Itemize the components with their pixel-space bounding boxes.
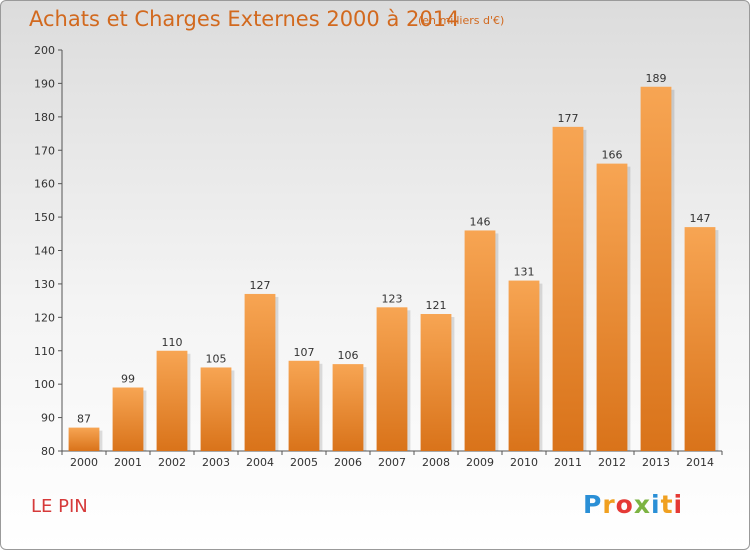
bar-value-label: 110 [162,336,183,349]
bar-value-label: 127 [250,279,271,292]
y-tick-label: 170 [34,144,55,157]
bar-2004 [244,293,276,451]
x-tick-label: 2014 [686,456,714,469]
bar-2000 [68,427,100,451]
x-tick-label: 2005 [290,456,318,469]
chart-bars [68,86,719,451]
chart-axes: 80 90 100 110 120 130 140 150 160 170 180 190 200 200… [34,44,723,469]
logo-letter: i [651,490,661,519]
logo-letter: t [660,490,674,519]
logo-letter: i [673,490,684,519]
bar-value-label: 189 [646,72,667,85]
y-tick-label: 140 [34,245,55,258]
chart-title: Achats et Charges Externes 2000 à 2014 [29,7,460,31]
proxiti-logo[interactable]: Proxiti [583,490,683,519]
x-tick-label: 2002 [158,456,186,469]
bar-2002 [156,350,188,451]
bar-2010 [508,280,540,451]
x-tick-label: 2013 [642,456,670,469]
logo-letter: r [602,490,616,519]
y-tick-label: 80 [41,445,55,458]
y-tick-label: 160 [34,178,55,191]
bar-2012 [596,163,628,451]
unit-note: (en milliers d'€) [418,14,505,27]
x-tick-label: 2012 [598,456,626,469]
y-tick-label: 90 [41,412,55,425]
chart-value-labels: 87 99 110 105 127 107 106 123 121 146 131 177 166 189… [77,72,711,426]
x-tick-label: 2000 [70,456,98,469]
bar-value-label: 131 [514,266,535,279]
x-tick-label: 2006 [334,456,362,469]
bar-value-label: 99 [121,373,135,386]
bar-2005 [288,360,320,451]
y-tick-label: 110 [34,345,55,358]
x-tick-label: 2010 [510,456,538,469]
y-tick-label: 130 [34,278,55,291]
bar-2003 [200,367,232,451]
y-tick-label: 190 [34,77,55,90]
bar-value-label: 177 [558,112,579,125]
bar-value-label: 123 [382,292,403,305]
bar-value-label: 105 [206,352,227,365]
bar-2013 [640,86,672,451]
x-tick-label: 2001 [114,456,142,469]
bar-value-label: 106 [338,349,359,362]
bar-value-label: 107 [294,346,315,359]
x-tick-label: 2009 [466,456,494,469]
x-tick-label: 2008 [422,456,450,469]
bar-2001 [112,387,144,451]
y-tick-label: 180 [34,111,55,124]
bar-value-label: 121 [426,299,447,312]
logo-letter: x [633,490,651,519]
bar-2007 [376,307,408,451]
bar-2009 [464,230,496,451]
logo-letter: o [615,490,634,519]
commune-name: LE PIN [31,496,88,517]
x-tick-label: 2003 [202,456,230,469]
x-tick-label: 2007 [378,456,406,469]
bar-2006 [332,364,364,451]
x-tick-label: 2004 [246,456,274,469]
y-tick-label: 200 [34,44,55,57]
x-tick-label: 2011 [554,456,582,469]
bar-value-label: 87 [77,413,91,426]
bar-value-label: 166 [602,149,623,162]
bar-2008 [420,313,452,451]
bar-2011 [552,126,584,451]
y-tick-label: 120 [34,311,55,324]
bar-2014 [684,227,716,451]
bar-value-label: 146 [470,215,491,228]
bar-value-label: 147 [690,212,711,225]
y-tick-label: 150 [34,211,55,224]
logo-letter: P [583,490,603,519]
y-tick-label: 100 [34,378,55,391]
